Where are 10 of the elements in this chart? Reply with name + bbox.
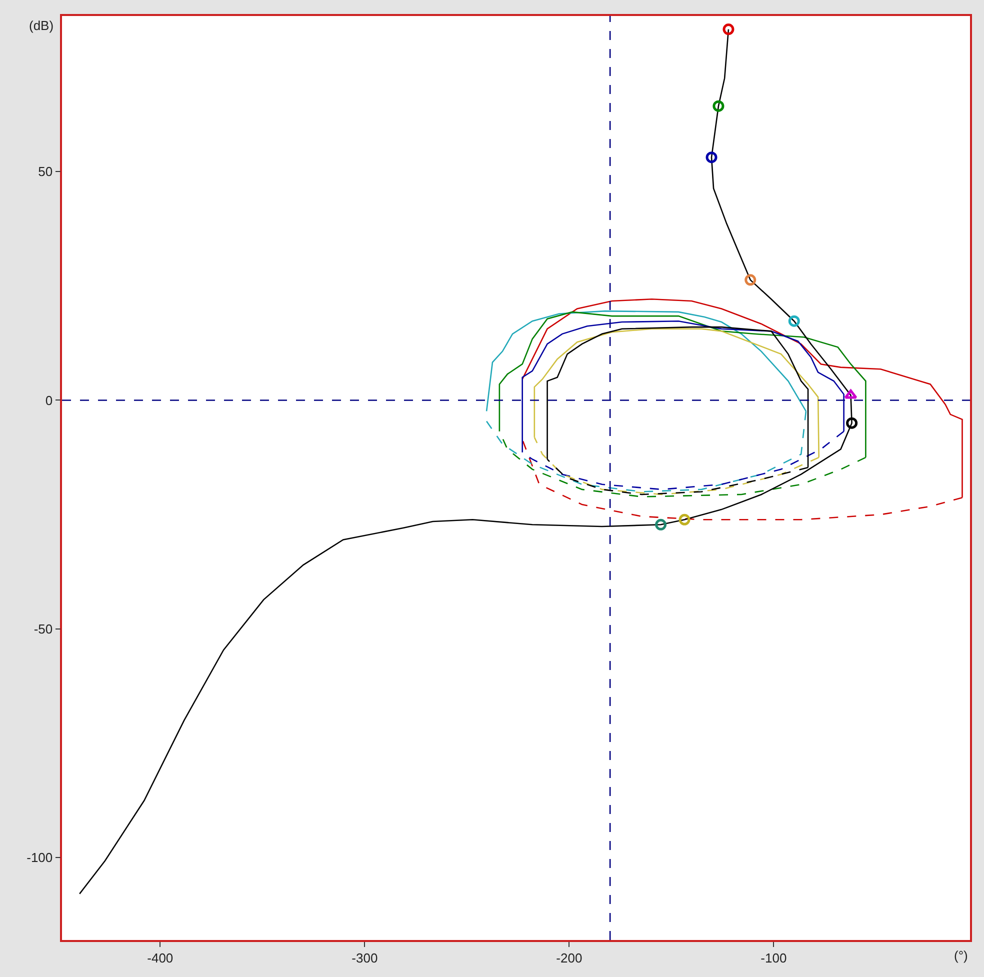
x-tick-label: -400 xyxy=(147,950,174,966)
y-axis-title: (dB) xyxy=(29,18,54,33)
y-tick-label: 0 xyxy=(45,392,53,408)
y-tick-label: 50 xyxy=(38,164,53,180)
x-tick-label: -200 xyxy=(556,950,582,966)
y-tick-label: -50 xyxy=(34,622,53,636)
x-tick-label: -100 xyxy=(760,950,787,966)
y-tick-label: -100 xyxy=(26,850,53,866)
x-tick-label: -300 xyxy=(352,950,378,966)
x-axis-title: (°) xyxy=(954,948,968,963)
